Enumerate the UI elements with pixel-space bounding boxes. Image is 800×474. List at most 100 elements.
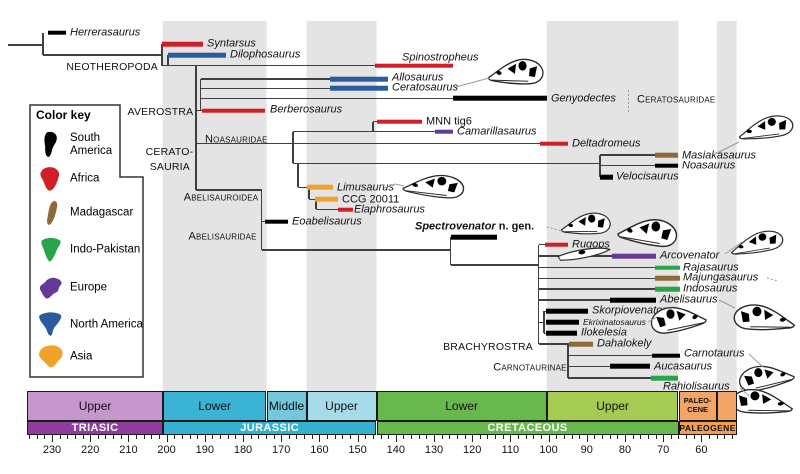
branch-hline-7 [196, 142, 540, 145]
clade-label-sauria: SAURIA [149, 160, 190, 173]
range-bar-allosaurus [330, 76, 388, 82]
axis-tick-74 [647, 434, 649, 439]
axis-tick-148 [365, 434, 367, 439]
axis-tick-52 [731, 434, 733, 439]
axis-tick-86 [602, 434, 604, 439]
branch-vline-1 [161, 44, 163, 66]
period-cell-triasic: TRIASIC [27, 420, 163, 435]
branch-hline-0 [8, 44, 43, 46]
branch-vline-7 [297, 163, 299, 188]
range-bar-deltadromeus [540, 141, 568, 146]
epoch-cell-lower: Lower [376, 391, 547, 421]
axis-tick-102 [540, 434, 542, 439]
range-bar-rajasaurus [655, 265, 680, 270]
branch-hline-13 [600, 164, 655, 167]
abelisaurus-skull [733, 304, 795, 331]
axis-tick-232 [44, 434, 46, 439]
taxon-label-dahalokely: Dahalokely [597, 337, 652, 350]
limusaurus-skull [402, 174, 465, 199]
branch-vline-14 [543, 311, 545, 334]
clade-label-cerato: CERATO- [145, 145, 194, 158]
branch-hline-22 [538, 255, 612, 257]
axis-tick-230 [52, 434, 53, 442]
axis-tick-188 [212, 434, 214, 439]
axis-label-140: 140 [386, 443, 405, 456]
rahiolisaurus-skull-leader [739, 387, 750, 397]
axis-label-160: 160 [310, 443, 329, 456]
branch-hline-24 [538, 277, 655, 280]
axis-tick-106 [525, 434, 527, 439]
epoch-cell-text: PALEO- CENE [683, 396, 712, 414]
range-bar-spectrovenator [451, 235, 497, 240]
abelisaurus-skull-leader [718, 299, 736, 309]
axis-tick-190 [204, 434, 206, 442]
axis-label-200: 200 [157, 443, 176, 456]
axis-tick-96 [563, 434, 565, 439]
taxon-label-rajasaurus: Rajasaurus [683, 261, 739, 274]
axis-tick-236 [29, 434, 31, 439]
rahiolisaurus-skull [731, 388, 793, 414]
axis-tick-146 [372, 434, 374, 439]
legend-label-madagascar: Madagascar [70, 206, 134, 219]
axis-tick-208 [136, 434, 138, 439]
range-bar-herrerasaurus [47, 30, 66, 35]
axis-tick-212 [120, 434, 122, 439]
axis-tick-166 [296, 434, 298, 439]
axis-label-80: 80 [618, 443, 632, 456]
taxon-label-allosaurus: Allosaurus [392, 71, 444, 84]
south-america-silhouette-icon [44, 131, 57, 157]
taxon-label-elaphrosaurus: Elaphrosaurus [354, 203, 425, 216]
clade-label-abelisauridae: Abelisauridae [188, 230, 257, 243]
axis-tick-168 [288, 434, 290, 439]
axis-tick-88 [594, 434, 596, 439]
range-bar-mnn-tig6 [376, 119, 422, 124]
period-cell-jurassic: JURASSIC [162, 420, 377, 435]
branch-hline-14 [298, 186, 308, 189]
taxon-label-noasaurus: Noasaurus [682, 159, 736, 172]
axis-tick-180 [243, 434, 244, 442]
axis-tick-136 [411, 434, 413, 439]
branch-hline-1 [43, 54, 162, 56]
branch-vline-3 [195, 65, 197, 190]
axis-tick-234 [36, 434, 38, 439]
axis-tick-150 [357, 434, 359, 442]
axis-tick-220 [90, 434, 92, 442]
axis-tick-222 [82, 434, 84, 439]
axis-tick-92 [579, 434, 581, 439]
madagascar-silhouette-icon [47, 201, 58, 225]
branch-vline-6 [372, 121, 374, 132]
axis-label-120: 120 [463, 443, 482, 456]
axis-tick-108 [518, 434, 520, 439]
epoch-cell-lower: Lower [162, 391, 267, 421]
axis-label-150: 150 [348, 443, 367, 456]
range-bar-skorpiovenator [546, 309, 588, 314]
branch-hline-29 [544, 332, 547, 335]
axis-tick-60 [701, 434, 703, 442]
axis-tick-144 [380, 434, 382, 439]
range-bar-ekrixinatosaurus [546, 320, 579, 325]
axis-tick-112 [502, 434, 504, 439]
axis-tick-182 [235, 434, 237, 439]
taxon-label-velocisaurus: Velocisaurus [616, 170, 679, 183]
branch-hline-15 [309, 198, 316, 201]
branch-hline-16 [316, 208, 338, 211]
range-bar-arcovenator [612, 253, 656, 259]
axis-tick-202 [158, 434, 160, 439]
branch-hline-19 [261, 249, 451, 251]
axis-tick-156 [334, 434, 336, 439]
majungasaurus-skull-leader [766, 277, 779, 282]
africa-silhouette-icon [40, 167, 60, 191]
taxon-label-indosaurus: Indosaurus [683, 282, 738, 295]
axis-tick-154 [342, 434, 344, 439]
ceratosaurus-skull [487, 58, 544, 85]
ceratosaurus-skull-leader [455, 77, 490, 88]
taxon-label-genyodectes: Genyodectes [551, 92, 616, 105]
branch-vline-12 [449, 237, 452, 265]
range-bar-rahiolisaurus [651, 375, 678, 381]
clade-label-noasauridae: Noasauridae [205, 133, 268, 146]
legend-label-south-america: South America [70, 131, 113, 157]
taxon-label-ilokelesia: Ilokelesia [581, 326, 627, 339]
arcovenator-skull [730, 230, 784, 255]
range-bar-abelisaurus [610, 297, 656, 303]
